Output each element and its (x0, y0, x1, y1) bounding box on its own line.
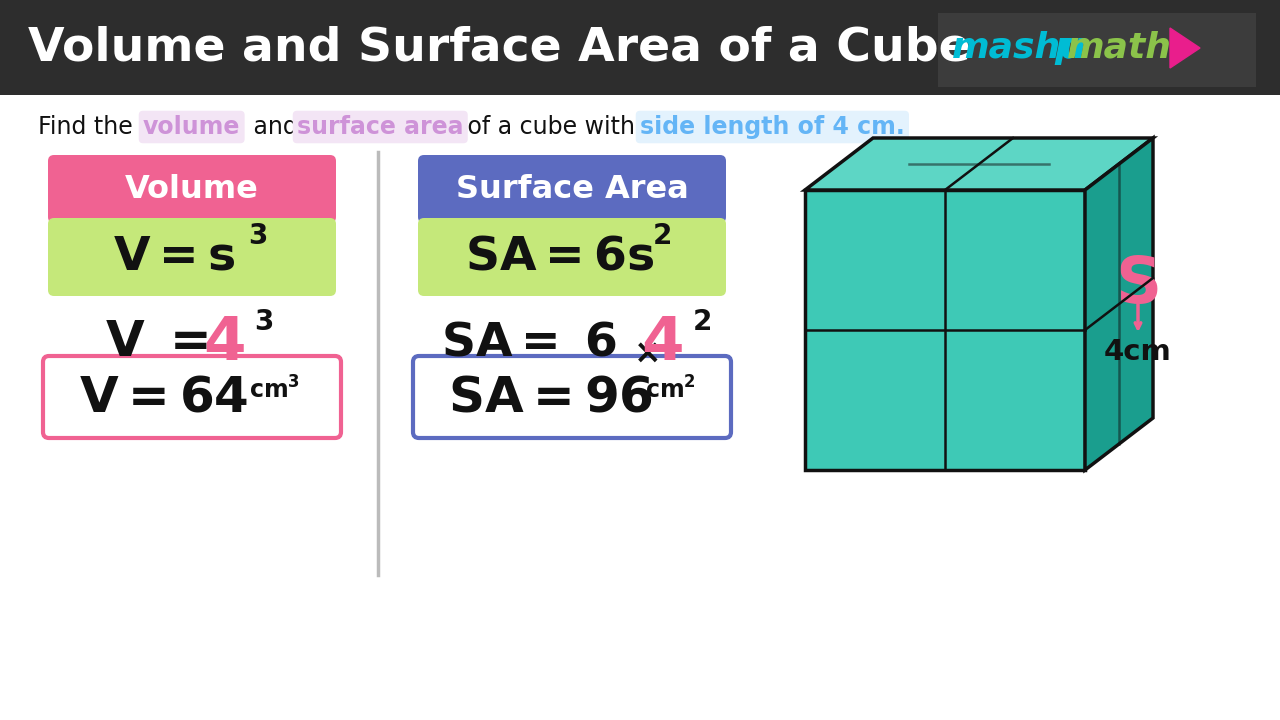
FancyBboxPatch shape (413, 356, 731, 438)
Polygon shape (805, 138, 1153, 190)
Text: $\mathbf{3}$: $\mathbf{3}$ (255, 308, 274, 336)
FancyBboxPatch shape (44, 356, 340, 438)
FancyBboxPatch shape (419, 218, 726, 296)
Text: volume: volume (143, 115, 241, 139)
Text: $\mathbf{2}$: $\mathbf{2}$ (692, 308, 712, 336)
Text: $\mathbf{4}$: $\mathbf{4}$ (204, 315, 244, 374)
FancyBboxPatch shape (49, 155, 335, 223)
Text: surface area: surface area (297, 115, 463, 139)
Text: $\mathbf{V\ =\ }$: $\mathbf{V\ =\ }$ (105, 318, 209, 366)
Text: math: math (1068, 31, 1172, 65)
Bar (938, 13, 1256, 87)
FancyBboxPatch shape (49, 218, 335, 296)
Text: $\mathbf{3}$: $\mathbf{3}$ (248, 222, 268, 250)
Text: $\mathbf{SA=\ 6\ _{\times}}$: $\mathbf{SA=\ 6\ _{\times}}$ (440, 321, 659, 366)
Text: Find the: Find the (38, 115, 141, 139)
Text: Volume and Surface Area of a Cube: Volume and Surface Area of a Cube (28, 25, 970, 71)
Text: $\mathbf{V = s}$: $\mathbf{V = s}$ (113, 235, 236, 279)
Text: p: p (1053, 31, 1080, 65)
Polygon shape (1170, 28, 1201, 68)
Text: $\mathbf{V = 64}$: $\mathbf{V = 64}$ (79, 373, 248, 421)
Text: $\mathbf{SA= 96}$: $\mathbf{SA= 96}$ (448, 373, 653, 421)
Text: $\mathbf{cm^3}$: $\mathbf{cm^3}$ (248, 377, 300, 404)
Text: side length of 4 cm.: side length of 4 cm. (640, 115, 905, 139)
Text: Volume: Volume (125, 174, 259, 204)
Bar (0, 0, 1280, 95)
Text: Surface Area: Surface Area (456, 174, 689, 204)
Text: $\mathbf{SA=6s}$: $\mathbf{SA=6s}$ (465, 235, 655, 279)
Text: and: and (246, 115, 305, 139)
Text: mashu: mashu (952, 31, 1087, 65)
Text: 4cm: 4cm (1105, 338, 1172, 366)
Text: of a cube with a: of a cube with a (460, 115, 664, 139)
Polygon shape (1085, 138, 1153, 470)
Text: S: S (1115, 254, 1161, 316)
Text: $\mathbf{cm^2}$: $\mathbf{cm^2}$ (645, 377, 695, 404)
Polygon shape (805, 190, 1085, 470)
FancyBboxPatch shape (419, 155, 726, 223)
Text: $\mathbf{2}$: $\mathbf{2}$ (653, 222, 672, 250)
Text: $\mathbf{4}$: $\mathbf{4}$ (641, 315, 682, 374)
